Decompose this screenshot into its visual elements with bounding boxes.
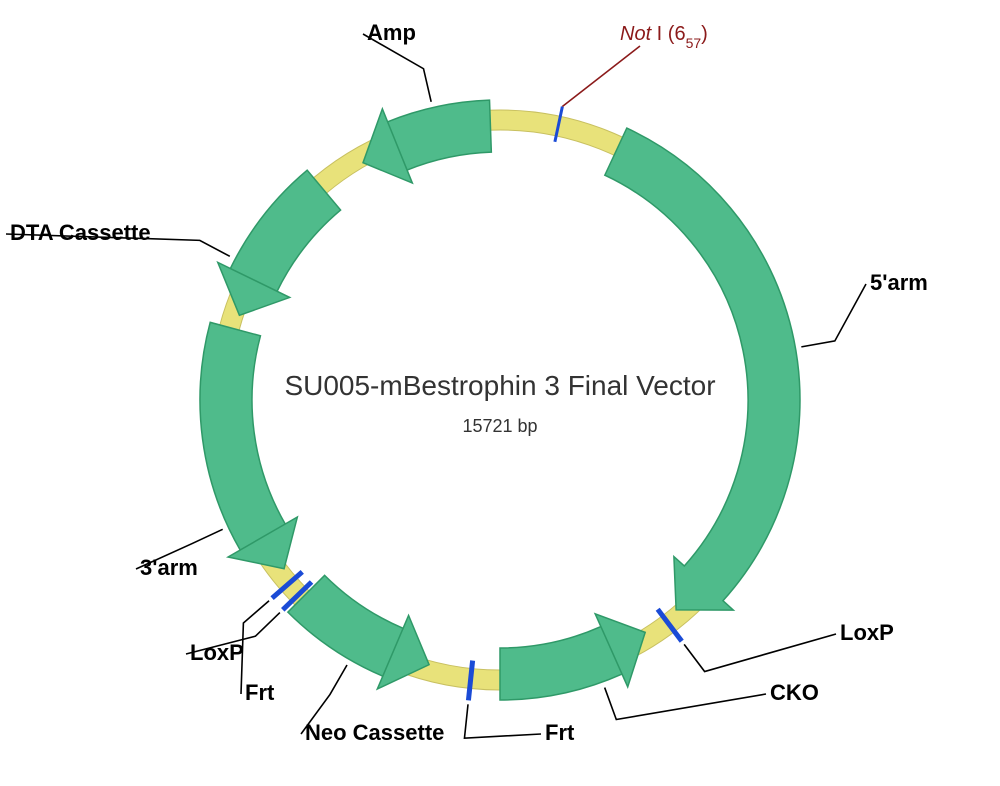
pointer-line bbox=[801, 284, 866, 347]
site-label-loxp: LoxP bbox=[190, 640, 244, 665]
feature-label-dta-cassette: DTA Cassette bbox=[10, 220, 151, 245]
site-label-loxp: LoxP bbox=[840, 620, 894, 645]
feature-dta-cassette bbox=[218, 170, 341, 315]
feature-cko bbox=[500, 614, 645, 700]
feature-label-neo-cassette: Neo Cassette bbox=[305, 720, 444, 745]
feature-3-arm bbox=[200, 322, 297, 568]
feature-neo-cassette bbox=[288, 575, 429, 689]
pointer-line bbox=[684, 634, 836, 672]
pointer-line bbox=[605, 688, 766, 720]
restriction-pointer bbox=[562, 46, 640, 107]
plasmid-size: 15721 bp bbox=[462, 416, 537, 436]
plasmid-title: SU005-mBestrophin 3 Final Vector bbox=[284, 370, 715, 401]
feature-label-5-arm: 5'arm bbox=[870, 270, 928, 295]
feature-label-3-arm: 3'arm bbox=[140, 555, 198, 580]
site-label-frt: Frt bbox=[245, 680, 275, 705]
feature-amp bbox=[363, 100, 491, 183]
feature-label-amp: Amp bbox=[367, 20, 416, 45]
plasmid-map: 5'arm CKO Neo Cassette 3'arm DTA Cassette Amp… bbox=[0, 0, 1000, 786]
pointer-line bbox=[464, 704, 541, 738]
feature-label-cko: CKO bbox=[770, 680, 819, 705]
site-label-frt: Frt bbox=[545, 720, 575, 745]
restriction-label: Not I (657) bbox=[620, 23, 708, 51]
site-tick-frt bbox=[468, 661, 472, 701]
